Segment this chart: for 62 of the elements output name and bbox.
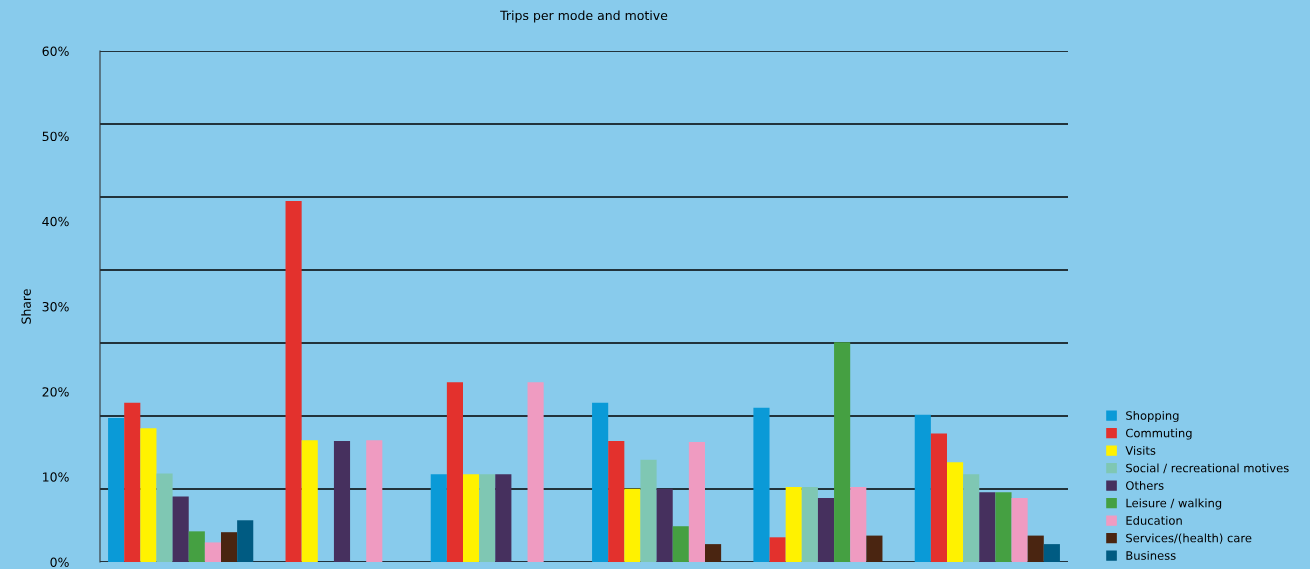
bar — [1027, 535, 1044, 562]
bar — [237, 520, 254, 562]
y-tick-label: 60% — [42, 46, 69, 56]
bar — [640, 459, 657, 562]
bar — [463, 474, 480, 562]
bar — [301, 440, 318, 562]
bar — [624, 488, 641, 562]
bar — [850, 487, 867, 562]
bar — [430, 474, 447, 562]
bar — [285, 200, 302, 562]
legend-label: Shopping — [1126, 410, 1179, 423]
legend-label: Visits — [1125, 445, 1156, 455]
bar — [930, 433, 947, 562]
bar — [834, 342, 851, 562]
bar — [1043, 544, 1060, 562]
bar — [817, 498, 835, 562]
bar — [333, 441, 351, 562]
bar — [914, 414, 931, 562]
bar — [527, 382, 544, 562]
legend-label: Leisure / walking — [1126, 498, 1222, 510]
bar — [592, 402, 609, 562]
bar — [156, 473, 173, 562]
bar — [995, 492, 1012, 562]
bar — [495, 474, 512, 562]
bar — [688, 441, 705, 562]
y-tick-label: 10% — [43, 472, 69, 482]
bar — [366, 440, 383, 562]
bar — [124, 402, 141, 562]
bar — [672, 526, 689, 562]
bar — [785, 487, 802, 562]
legend-label: Services/(health) care — [1126, 533, 1252, 544]
bar — [140, 428, 157, 562]
y-tick-label: 20% — [42, 387, 69, 397]
bar — [979, 492, 996, 562]
bar — [108, 418, 125, 562]
bar — [221, 532, 238, 562]
bar — [479, 474, 496, 562]
bar — [769, 537, 786, 562]
bar — [866, 535, 883, 562]
y-tick-label: 30% — [42, 301, 69, 312]
y-tick-label: 0% — [50, 557, 69, 567]
bar — [963, 474, 980, 562]
bar — [753, 407, 770, 562]
y-tick-label: 40% — [42, 216, 69, 227]
bar — [947, 462, 964, 562]
bar — [172, 496, 189, 562]
bar — [608, 441, 625, 562]
y-axis-title: Share — [21, 289, 31, 324]
y-tick-label: 50% — [42, 131, 69, 142]
bar — [1011, 498, 1028, 562]
bar — [705, 544, 722, 562]
legend-label: Others — [1126, 480, 1164, 490]
chart-title: Trips per mode and motive — [500, 10, 668, 23]
bar — [446, 382, 463, 562]
bar — [188, 531, 205, 562]
legend-label: Education — [1126, 515, 1182, 525]
legend-label: Commuting — [1126, 428, 1192, 440]
bar — [204, 542, 221, 562]
bar — [656, 488, 673, 562]
legend-label: Social / recreational motives — [1126, 463, 1289, 474]
legend-label: Business — [1126, 550, 1176, 560]
bar — [801, 487, 818, 562]
